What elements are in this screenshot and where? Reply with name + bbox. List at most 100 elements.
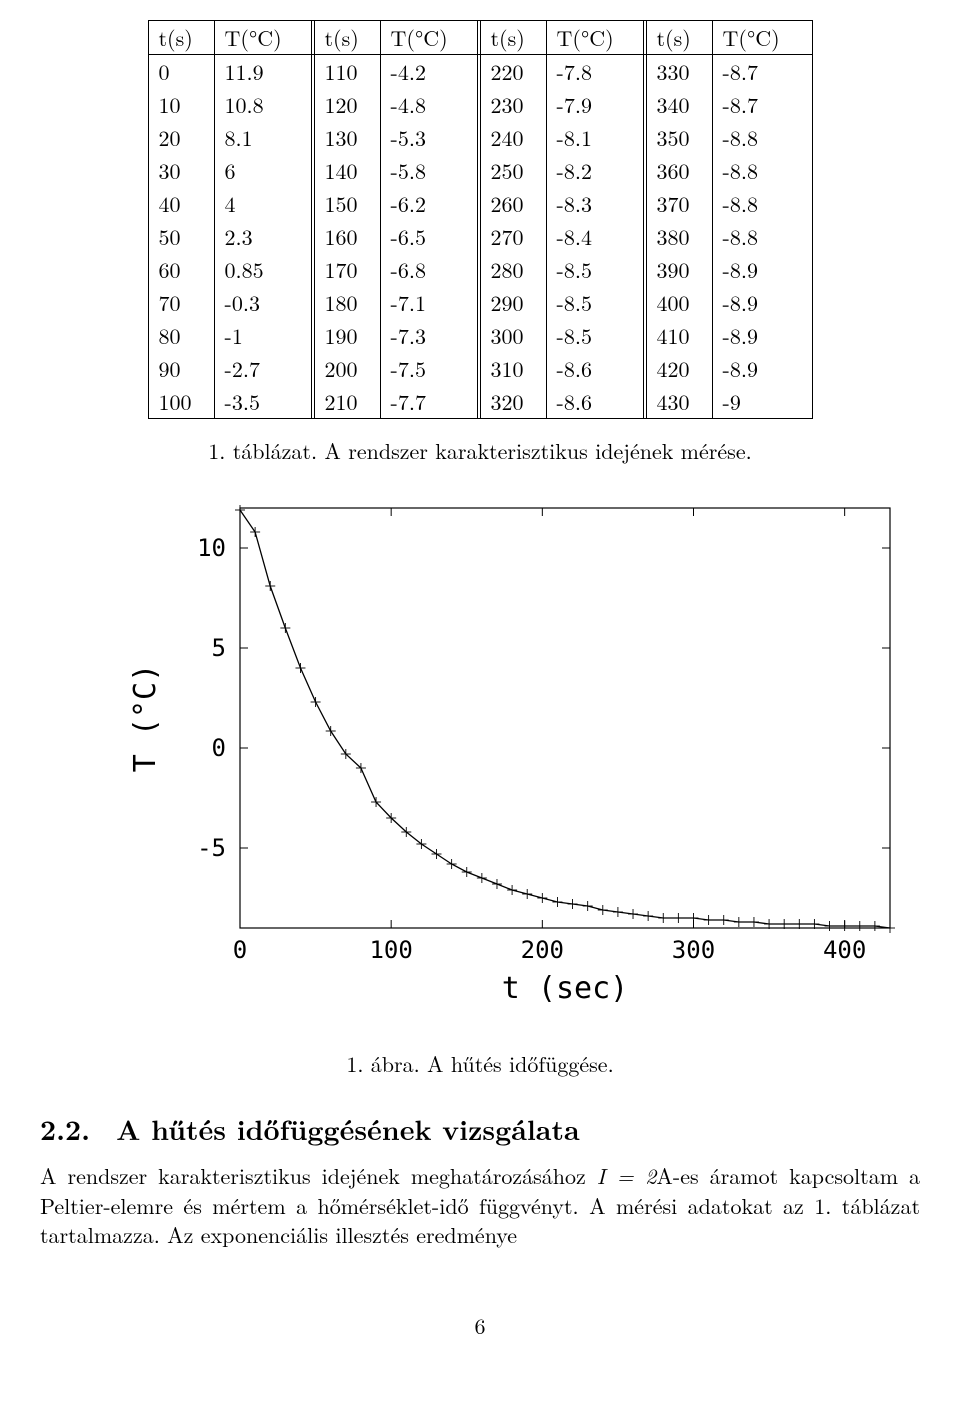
col-ts-2: t(s)	[314, 21, 380, 55]
table-row: 208.1130-5.3240-8.1350-8.8	[148, 121, 812, 154]
cell-T: -8.7	[712, 88, 812, 121]
table-row: 404150-6.2260-8.3370-8.8	[148, 187, 812, 220]
cell-T: -8.9	[712, 253, 812, 286]
cell-t: 430	[646, 385, 712, 419]
cell-t: 250	[480, 154, 546, 187]
svg-text:T (°C): T (°C)	[128, 664, 163, 772]
cell-T: -4.8	[380, 88, 480, 121]
cell-T: -8.8	[712, 121, 812, 154]
cell-t: 400	[646, 286, 712, 319]
svg-text:0: 0	[233, 936, 247, 964]
cell-t: 120	[314, 88, 380, 121]
col-ts-1: t(s)	[148, 21, 214, 55]
cell-T: -8.9	[712, 352, 812, 385]
cell-t: 150	[314, 187, 380, 220]
cell-t: 300	[480, 319, 546, 352]
svg-text:0: 0	[212, 734, 226, 762]
cell-T: -7.7	[380, 385, 480, 419]
cell-t: 170	[314, 253, 380, 286]
cell-t: 0	[148, 55, 214, 89]
cell-T: 10.8	[214, 88, 314, 121]
cell-t: 200	[314, 352, 380, 385]
table-body: 011.9110-4.2220-7.8330-8.71010.8120-4.82…	[148, 55, 812, 419]
col-tc-2: T(°C)	[380, 21, 480, 55]
cell-T: -0.3	[214, 286, 314, 319]
cell-t: 260	[480, 187, 546, 220]
svg-text:5: 5	[212, 634, 226, 662]
cell-t: 340	[646, 88, 712, 121]
cell-t: 330	[646, 55, 712, 89]
cell-t: 350	[646, 121, 712, 154]
table-row: 1010.8120-4.8230-7.9340-8.7	[148, 88, 812, 121]
cell-t: 270	[480, 220, 546, 253]
cell-t: 390	[646, 253, 712, 286]
cell-T: -8.5	[546, 319, 646, 352]
cell-t: 410	[646, 319, 712, 352]
cell-T: -8.2	[546, 154, 646, 187]
cell-t: 180	[314, 286, 380, 319]
table-row: 502.3160-6.5270-8.4380-8.8	[148, 220, 812, 253]
cell-T: -7.8	[546, 55, 646, 89]
cell-t: 210	[314, 385, 380, 419]
section-number: 2.2.	[40, 1109, 90, 1149]
cell-T: -7.9	[546, 88, 646, 121]
cell-T: -5.3	[380, 121, 480, 154]
svg-text:-5: -5	[197, 834, 226, 862]
cell-t: 380	[646, 220, 712, 253]
figure-caption: 1. ábra. A hűtés időfüggése.	[40, 1048, 920, 1079]
cell-T: -8.7	[712, 55, 812, 89]
cell-t: 80	[148, 319, 214, 352]
cell-t: 190	[314, 319, 380, 352]
cell-t: 70	[148, 286, 214, 319]
table-caption: 1. táblázat. A rendszer karakterisztikus…	[40, 435, 920, 466]
svg-text:100: 100	[369, 936, 412, 964]
cell-t: 320	[480, 385, 546, 419]
table-row: 80-1190-7.3300-8.5410-8.9	[148, 319, 812, 352]
cell-T: -8.6	[546, 385, 646, 419]
cell-t: 280	[480, 253, 546, 286]
col-tc-1: T(°C)	[214, 21, 314, 55]
cell-T: -8.4	[546, 220, 646, 253]
table-row: 306140-5.8250-8.2360-8.8	[148, 154, 812, 187]
cell-t: 90	[148, 352, 214, 385]
cell-T: -6.5	[380, 220, 480, 253]
cell-T: 11.9	[214, 55, 314, 89]
cell-t: 20	[148, 121, 214, 154]
svg-text:t (sec): t (sec)	[502, 971, 628, 1006]
svg-text:300: 300	[672, 936, 715, 964]
cell-t: 30	[148, 154, 214, 187]
col-ts-3: t(s)	[480, 21, 546, 55]
cell-T: -6.2	[380, 187, 480, 220]
cell-t: 60	[148, 253, 214, 286]
cell-t: 310	[480, 352, 546, 385]
cell-T: -8.8	[712, 187, 812, 220]
svg-text:400: 400	[823, 936, 866, 964]
cell-T: -7.3	[380, 319, 480, 352]
cell-T: -8.9	[712, 286, 812, 319]
cell-t: 140	[314, 154, 380, 187]
cell-T: -8.5	[546, 286, 646, 319]
cell-T: -1	[214, 319, 314, 352]
cell-T: -5.8	[380, 154, 480, 187]
section-heading: 2.2.A hűtés időfüggésének vizsgálata	[40, 1109, 920, 1149]
cell-t: 110	[314, 55, 380, 89]
cell-T: 6	[214, 154, 314, 187]
cell-t: 220	[480, 55, 546, 89]
cell-T: -9	[712, 385, 812, 419]
cell-t: 40	[148, 187, 214, 220]
cell-t: 240	[480, 121, 546, 154]
cell-T: -8.1	[546, 121, 646, 154]
cell-t: 130	[314, 121, 380, 154]
cooling-chart: 0 100 200 300 400 -5 0 5 10 t (sec) T (°C)	[50, 490, 910, 1030]
cell-T: -4.2	[380, 55, 480, 89]
cell-t: 100	[148, 385, 214, 419]
cell-t: 50	[148, 220, 214, 253]
cell-t: 370	[646, 187, 712, 220]
svg-text:10: 10	[197, 534, 226, 562]
svg-text:200: 200	[521, 936, 564, 964]
table-row: 90-2.7200-7.5310-8.6420-8.9	[148, 352, 812, 385]
body-paragraph: A rendszer karakterisztikus idejének meg…	[40, 1161, 920, 1250]
page-number: 6	[40, 1310, 920, 1341]
table-row: 011.9110-4.2220-7.8330-8.7	[148, 55, 812, 89]
cell-T: -8.9	[712, 319, 812, 352]
